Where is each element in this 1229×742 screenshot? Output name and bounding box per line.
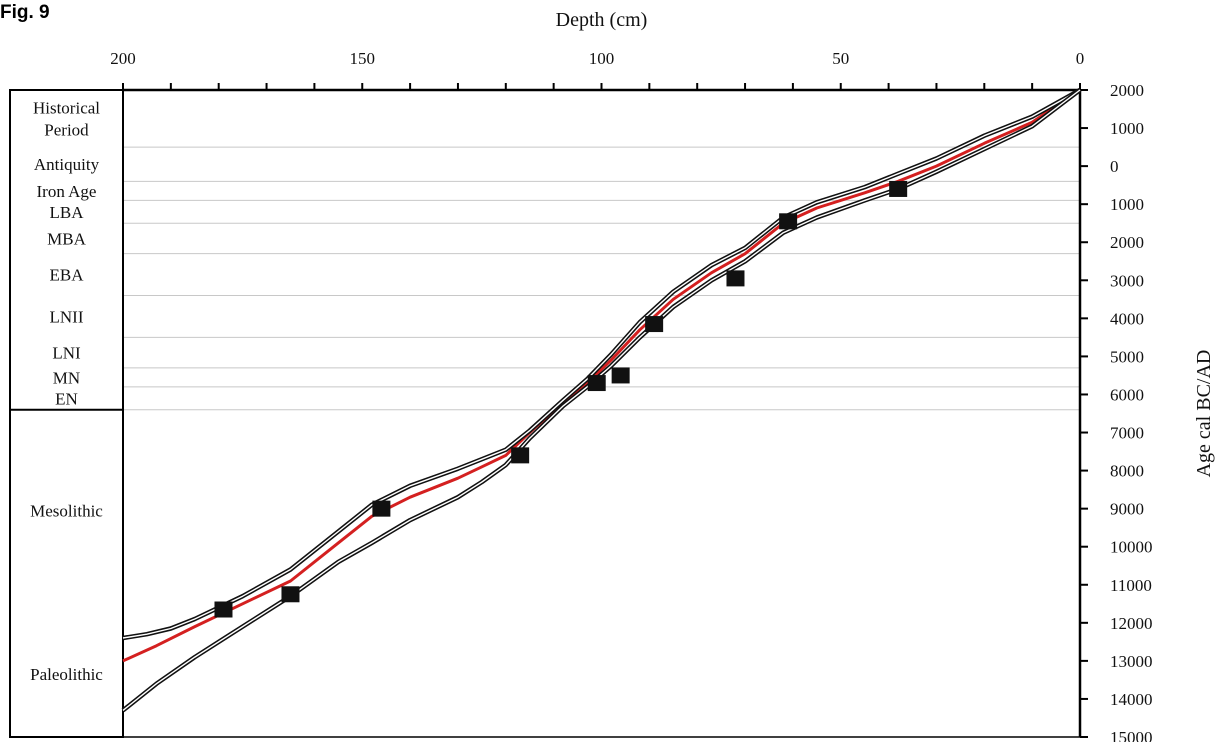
x-tick-label: 150 [350,49,376,68]
series-envelope-inner [122,89,1081,711]
y-tick-label: 7000 [1110,424,1144,443]
period-label: Historical [33,99,100,118]
x-tick-label: 50 [832,49,849,68]
date-marker [214,601,233,618]
period-label: Iron Age [37,182,97,201]
y-tick-label: 2000 [1110,81,1144,100]
date-marker [587,375,606,392]
x-tick-label: 0 [1076,49,1085,68]
x-tick-label: 100 [589,49,615,68]
y-tick-label: 12000 [1110,614,1153,633]
period-column-frame [9,89,124,738]
y-tick-label: 8000 [1110,462,1144,481]
period-label: Antiquity [34,155,100,174]
period-label: Mesolithic [30,502,103,521]
y-tick-label: 1000 [1110,195,1144,214]
date-marker [281,586,300,603]
period-label: LBA [50,203,85,222]
date-markers [214,180,908,618]
period-label: MBA [47,229,86,248]
y-tick-label: 15000 [1110,728,1153,742]
y-tick-label: 13000 [1110,652,1153,671]
y-axis-title: Age cal BC/AD [1193,350,1215,478]
period-label: LNII [50,307,84,326]
axes: 200 150 100 50 02000100001000200030004000500… [110,49,1152,742]
y-tick-label: 11000 [1110,576,1152,595]
series-median-line [122,88,1081,663]
x-axis-title: Depth (cm) [556,9,648,31]
y-tick-label: 5000 [1110,347,1144,366]
series-envelope-inner [122,89,1081,639]
date-marker [726,270,745,287]
y-tick-label: 14000 [1110,690,1153,709]
date-marker [779,213,798,230]
date-marker [611,367,630,384]
y-tick-label: 0 [1110,157,1119,176]
date-marker [889,180,908,197]
period-label: Paleolithic [30,665,103,684]
y-tick-label: 6000 [1110,385,1144,404]
y-tick-label: 3000 [1110,271,1144,290]
date-marker [645,316,664,333]
period-label: EBA [50,266,85,285]
period-label: MN [53,368,80,387]
period-label: LNI [52,344,81,363]
period-label: EN [55,389,78,408]
corner-label: Fig. 9 [0,2,50,23]
y-tick-label: 9000 [1110,500,1144,519]
y-tick-label: 4000 [1110,309,1144,328]
x-tick-label: 200 [110,49,136,68]
y-tick-label: 10000 [1110,538,1153,557]
y-tick-label: 2000 [1110,233,1144,252]
series-envelope-outline [121,88,1082,713]
y-tick-label: 1000 [1110,119,1144,138]
date-marker [511,447,530,464]
date-marker [372,500,391,517]
series-lines [121,88,1082,713]
period-column: Historical Period Antiquity Iron Age LBA MBA E… [9,89,124,738]
period-label: Period [44,121,89,140]
